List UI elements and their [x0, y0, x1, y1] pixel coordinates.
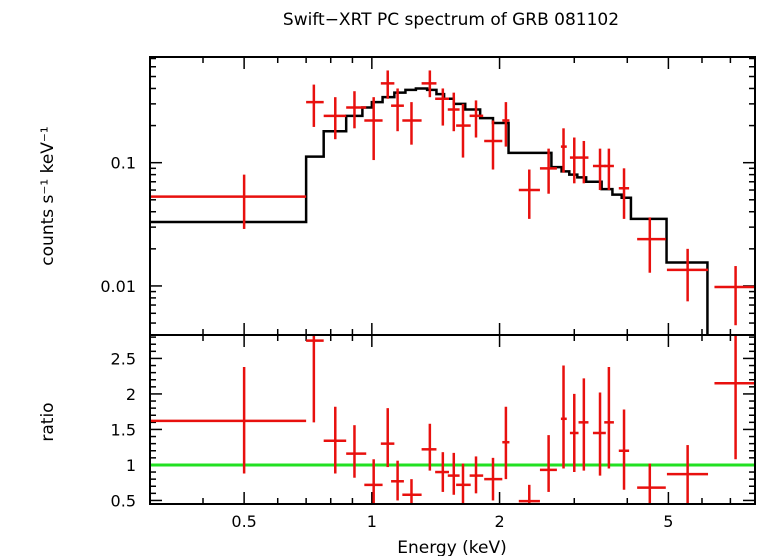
spectrum-data-point: [380, 70, 395, 99]
spectrum-data-point: [150, 174, 307, 229]
ratio-data-point: [666, 445, 709, 504]
ratio-data-point: [518, 484, 540, 504]
spectrum-data-point: [447, 92, 460, 132]
spectrum-data-point: [604, 148, 614, 191]
spectrum-data-point: [518, 169, 540, 219]
spectrum-data-point: [592, 148, 606, 191]
y-tick-label: 2.5: [111, 349, 136, 368]
model-step-line: [150, 87, 709, 335]
spectrum-data-point: [391, 88, 404, 132]
ratio-data-point: [560, 365, 567, 469]
ratio-data-point: [469, 456, 484, 494]
ratio-data-point: [150, 366, 307, 474]
ratio-data-point: [714, 335, 755, 460]
ratio-data-point: [435, 452, 449, 492]
ratio-data-point: [637, 463, 666, 504]
spectrum-panel: 0.01 0.1: [100, 56, 756, 336]
spectrum-data-point: [539, 148, 557, 194]
x-axis-label: Energy (keV): [397, 538, 507, 556]
spectrum-data-point: [364, 97, 383, 161]
spectrum-data-point: [666, 248, 709, 302]
spectrum-data-point: [346, 91, 367, 129]
ratio-data-point: [323, 406, 347, 474]
spectrum-data-point: [569, 137, 579, 184]
ratio-data-point: [380, 408, 395, 468]
ratio-data-point: [402, 479, 422, 504]
spectrum-data-point: [618, 168, 630, 219]
y-tick-label: 0.01: [100, 277, 136, 296]
y-tick-label: 2: [126, 385, 136, 404]
ratio-data-point: [569, 393, 579, 473]
ratio-data-point: [618, 409, 630, 490]
ratio-panel: 0.5 1 1.5 2 2.5 0.5 1 2 5: [111, 334, 756, 531]
ratio-data-point: [484, 457, 503, 501]
ratio-frame: [149, 334, 756, 505]
ratio-data-point: [578, 378, 589, 471]
x-tick-label: 1: [367, 512, 377, 531]
y-tick-label: 0.5: [111, 491, 136, 510]
y-tick-label: 0.1: [111, 154, 136, 173]
chart-title: Swift−XRT PC spectrum of GRB 081102: [283, 10, 619, 30]
spectrum-data-point: [560, 128, 567, 173]
x-tick-label: 2: [494, 512, 504, 531]
ratio-data-point: [364, 459, 383, 504]
top-y-axis-label: counts s⁻¹ keV⁻¹: [38, 126, 58, 265]
ratio-data-point: [592, 392, 606, 476]
spectrum-data-point: [637, 217, 666, 273]
spectrum-data-point: [502, 102, 510, 147]
spectrum-data-point: [421, 70, 437, 98]
spectrum-data-point: [456, 103, 471, 158]
ratio-data-point: [306, 335, 324, 423]
y-tick-label: 1.5: [111, 420, 136, 439]
x-tick-label: 0.5: [231, 512, 256, 531]
spectrum-data-point: [306, 84, 324, 127]
ratio-data-point: [456, 463, 471, 504]
ratio-data-point: [346, 425, 367, 478]
spectrum-data-point: [714, 266, 755, 326]
bottom-y-axis-label: ratio: [38, 402, 58, 441]
spectrum-data-point: [578, 140, 589, 184]
x-tick-label: 5: [663, 512, 673, 531]
spectrum-data-point: [323, 97, 347, 140]
spectrum-data-point: [469, 100, 484, 138]
ratio-data-point: [539, 435, 557, 492]
ratio-data-point: [447, 452, 460, 495]
spectrum-data-point: [402, 102, 422, 145]
ratio-data-point: [502, 406, 510, 480]
ratio-data-point: [604, 366, 614, 469]
ratio-data-point: [421, 423, 437, 471]
ratio-data-point: [391, 460, 404, 501]
y-tick-label: 1: [126, 456, 136, 475]
spectrum-data-point: [484, 120, 503, 170]
spectrum-data-point: [435, 88, 449, 126]
